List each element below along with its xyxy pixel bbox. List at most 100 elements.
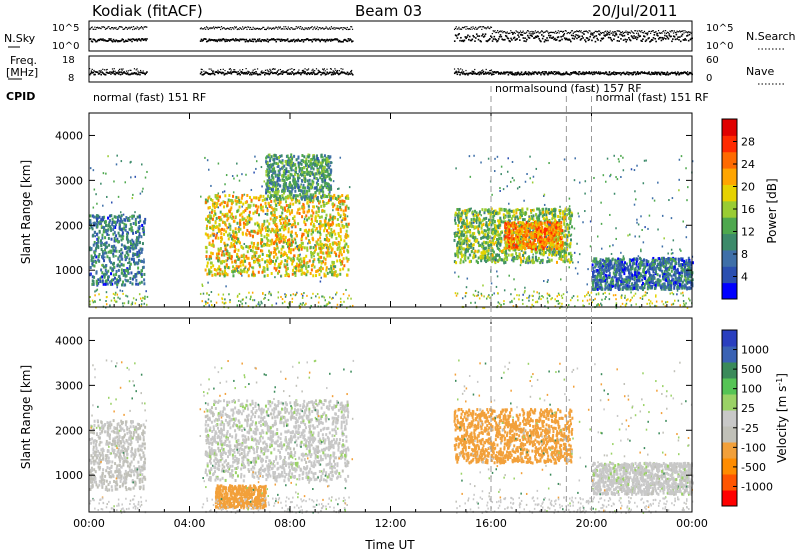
- nsearch-point: [664, 32, 666, 34]
- nsky-point: [527, 36, 530, 39]
- nave-point: [282, 70, 284, 72]
- scatter-cell: [137, 239, 140, 243]
- scatter-cell: [100, 241, 103, 245]
- scatter-cell: [101, 216, 104, 220]
- scatter-cell: [278, 171, 281, 175]
- nave-point: [661, 72, 663, 74]
- scatter-cell: [277, 233, 280, 237]
- nsearch-point: [672, 32, 675, 34]
- scatter-cell: [467, 256, 470, 260]
- nave-point: [297, 70, 299, 73]
- nsky-point: [288, 40, 291, 43]
- freq-point: [96, 71, 98, 73]
- scatter-cell: [138, 251, 141, 255]
- scatter-cell: [315, 211, 318, 215]
- scatter-cell: [496, 230, 499, 234]
- scatter-cell: [292, 176, 295, 180]
- scatter-cell: [324, 274, 327, 278]
- freq-point: [551, 72, 554, 75]
- scatter-cell: [301, 170, 304, 174]
- nsearch-point: [543, 31, 545, 33]
- nsky-point: [272, 38, 275, 40]
- scatter-cell: [322, 204, 325, 208]
- scatter-cell: [481, 219, 484, 223]
- scatter-cell: [465, 239, 468, 243]
- scatter-cell: [302, 202, 305, 206]
- scatter-cell: [275, 237, 278, 241]
- nsearch-point: [516, 31, 518, 33]
- scatter-cell: [326, 174, 329, 178]
- nsky-point: [96, 39, 99, 42]
- scatter-cell: [250, 198, 253, 202]
- scatter-cell: [296, 174, 299, 178]
- nsearch-point: [584, 30, 587, 32]
- nave-point: [543, 71, 545, 73]
- scatter-cell: [141, 242, 144, 246]
- nsky-point: [556, 36, 559, 39]
- freq-point: [465, 72, 467, 75]
- freq-point: [263, 73, 266, 76]
- nsky-point: [623, 34, 626, 37]
- scatter-cell: [131, 243, 134, 247]
- scatter-cell: [283, 187, 286, 191]
- scatter-cell: [234, 227, 237, 231]
- scatter-cell: [122, 273, 125, 277]
- scatter-cell: [98, 215, 101, 219]
- nsky-point: [630, 35, 633, 37]
- scatter-cell: [319, 230, 322, 234]
- freq-point: [663, 71, 665, 74]
- nsky-point: [208, 38, 211, 41]
- scatter-cell: [135, 236, 138, 240]
- scatter-cell: [118, 222, 121, 226]
- nave-point: [660, 72, 662, 74]
- scatter-cell: [286, 259, 289, 263]
- nsearch-point: [106, 27, 108, 29]
- scatter-cell: [273, 167, 276, 171]
- nsky-point: [593, 35, 596, 38]
- scatter-cell: [126, 279, 129, 283]
- nsearch-point: [316, 26, 318, 28]
- scatter-cell: [267, 201, 270, 205]
- scatter-cell: [213, 206, 216, 210]
- nsearch-point: [91, 26, 93, 28]
- scatter-cell: [225, 259, 228, 263]
- nsky-point: [348, 39, 351, 42]
- nave-point: [593, 71, 595, 73]
- scatter-cell: [240, 270, 243, 274]
- scatter-cell: [219, 272, 222, 276]
- scatter-cell: [302, 195, 305, 199]
- nsky-point: [132, 38, 135, 41]
- nsearch-point: [463, 26, 465, 29]
- freq-point: [314, 73, 316, 76]
- scatter-cell: [121, 257, 124, 261]
- freq-point: [121, 73, 124, 75]
- scatter-cell: [225, 252, 228, 256]
- scatter-cell: [268, 254, 271, 258]
- nsky-point: [249, 40, 252, 42]
- nsearch-point: [108, 26, 110, 28]
- scatter-cell: [538, 217, 541, 221]
- scatter-cell: [282, 191, 285, 195]
- scatter-cell: [328, 166, 331, 170]
- freq-point: [481, 71, 483, 74]
- scatter-cell: [228, 222, 231, 226]
- scatter-cell: [101, 255, 104, 259]
- nsky-point: [553, 38, 555, 41]
- nsky-point: [462, 40, 465, 43]
- freq-point: [313, 72, 315, 74]
- freq-point: [605, 71, 607, 73]
- freq-point: [469, 72, 472, 74]
- scatter-cell: [205, 200, 208, 204]
- scatter-cell: [497, 211, 500, 215]
- freq-point: [317, 71, 320, 74]
- freq-point: [248, 71, 250, 73]
- scatter-cell: [248, 214, 251, 218]
- nsky-point: [204, 38, 206, 40]
- scatter-cell: [101, 233, 104, 237]
- scatter-cell: [461, 209, 464, 213]
- nsky-point: [327, 39, 329, 42]
- scatter-cell: [96, 223, 99, 227]
- scatter-cell: [266, 259, 269, 263]
- scatter-cell: [347, 206, 350, 210]
